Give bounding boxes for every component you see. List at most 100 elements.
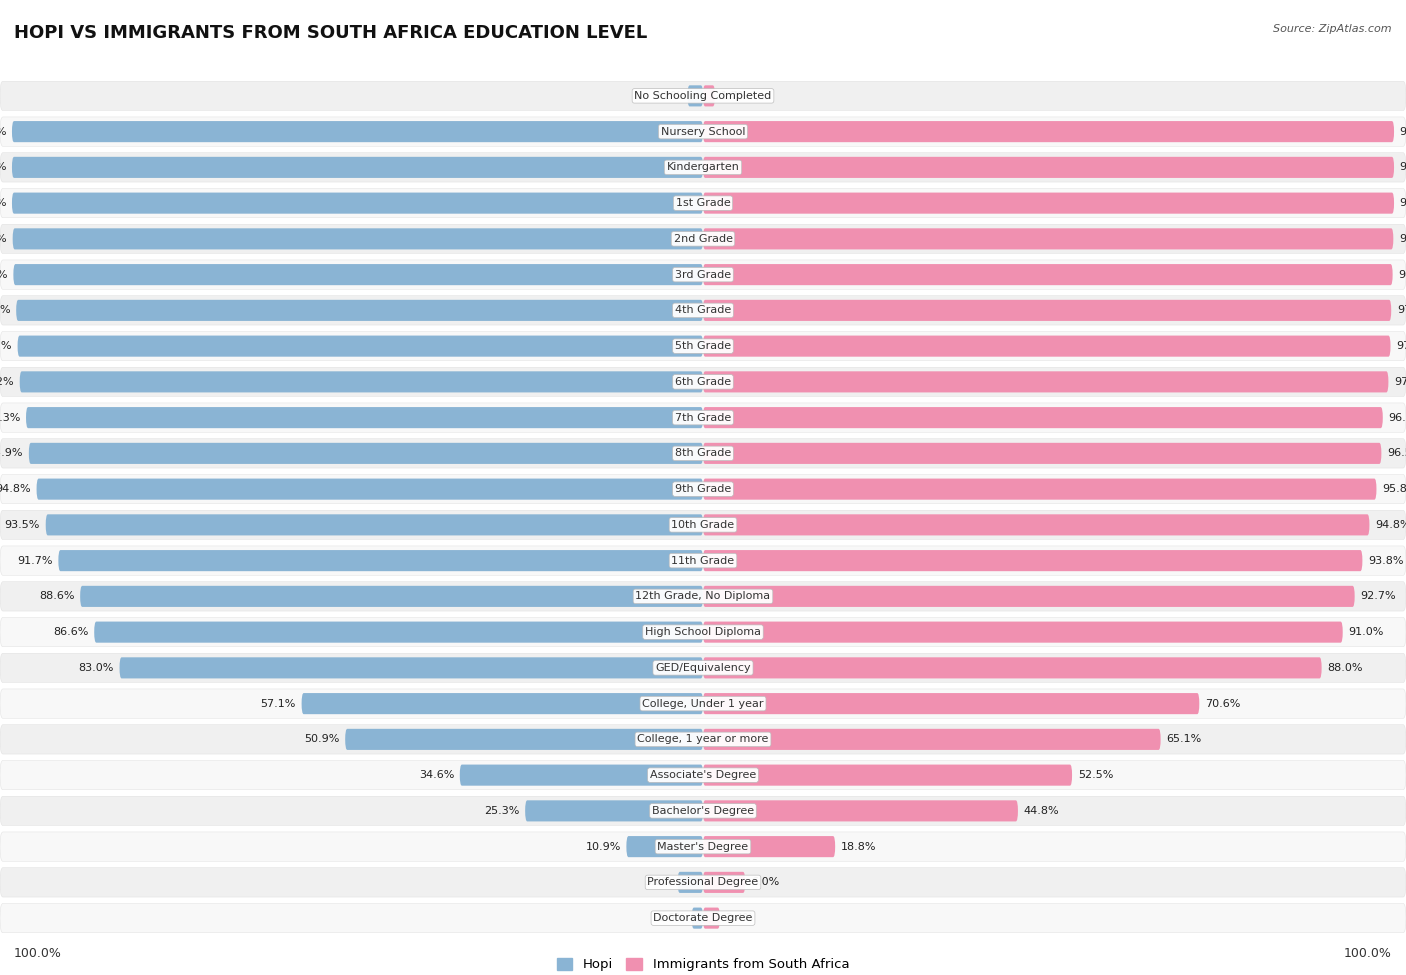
Text: 98.3%: 98.3% — [0, 163, 6, 173]
Text: Source: ZipAtlas.com: Source: ZipAtlas.com — [1274, 24, 1392, 34]
FancyBboxPatch shape — [0, 332, 1406, 361]
FancyBboxPatch shape — [0, 510, 1406, 539]
Text: 100.0%: 100.0% — [14, 948, 62, 960]
FancyBboxPatch shape — [703, 300, 1392, 321]
Text: HOPI VS IMMIGRANTS FROM SOUTH AFRICA EDUCATION LEVEL: HOPI VS IMMIGRANTS FROM SOUTH AFRICA EDU… — [14, 24, 647, 42]
Text: Bachelor's Degree: Bachelor's Degree — [652, 806, 754, 816]
FancyBboxPatch shape — [0, 153, 1406, 182]
Text: 97.7%: 97.7% — [0, 305, 10, 315]
Text: 92.7%: 92.7% — [1361, 592, 1396, 602]
FancyBboxPatch shape — [688, 86, 703, 106]
FancyBboxPatch shape — [120, 657, 703, 679]
Text: 1.7%: 1.7% — [721, 91, 749, 100]
Text: 98.3%: 98.3% — [1400, 163, 1406, 173]
Text: Master's Degree: Master's Degree — [658, 841, 748, 851]
Text: 2nd Grade: 2nd Grade — [673, 234, 733, 244]
Text: 98.2%: 98.2% — [1399, 234, 1406, 244]
Text: 96.3%: 96.3% — [0, 412, 21, 422]
Text: Nursery School: Nursery School — [661, 127, 745, 136]
FancyBboxPatch shape — [0, 188, 1406, 217]
Text: Doctorate Degree: Doctorate Degree — [654, 914, 752, 923]
FancyBboxPatch shape — [37, 479, 703, 499]
FancyBboxPatch shape — [703, 121, 1395, 142]
FancyBboxPatch shape — [460, 764, 703, 786]
FancyBboxPatch shape — [0, 295, 1406, 325]
Legend: Hopi, Immigrants from South Africa: Hopi, Immigrants from South Africa — [551, 953, 855, 975]
FancyBboxPatch shape — [0, 403, 1406, 432]
Text: 95.9%: 95.9% — [0, 448, 22, 458]
Text: Kindergarten: Kindergarten — [666, 163, 740, 173]
Text: High School Diploma: High School Diploma — [645, 627, 761, 637]
Text: 97.9%: 97.9% — [1396, 305, 1406, 315]
Text: 50.9%: 50.9% — [304, 734, 340, 744]
Text: 70.6%: 70.6% — [1205, 699, 1240, 709]
FancyBboxPatch shape — [526, 800, 703, 821]
FancyBboxPatch shape — [301, 693, 703, 714]
Text: 3.6%: 3.6% — [644, 878, 672, 887]
FancyBboxPatch shape — [0, 117, 1406, 146]
Text: 94.8%: 94.8% — [1375, 520, 1406, 529]
Text: 94.8%: 94.8% — [0, 485, 31, 494]
Text: Professional Degree: Professional Degree — [647, 878, 759, 887]
Text: 86.6%: 86.6% — [53, 627, 89, 637]
Text: 93.8%: 93.8% — [1368, 556, 1403, 566]
Text: 98.1%: 98.1% — [0, 270, 8, 280]
Text: 98.2%: 98.2% — [0, 234, 7, 244]
Text: 10.9%: 10.9% — [585, 841, 621, 851]
FancyBboxPatch shape — [703, 764, 1073, 786]
FancyBboxPatch shape — [703, 800, 1018, 821]
FancyBboxPatch shape — [0, 475, 1406, 504]
Text: 91.0%: 91.0% — [1348, 627, 1384, 637]
FancyBboxPatch shape — [703, 371, 1389, 392]
Text: 7th Grade: 7th Grade — [675, 412, 731, 422]
Text: 95.8%: 95.8% — [1382, 485, 1406, 494]
FancyBboxPatch shape — [627, 837, 703, 857]
Text: 25.3%: 25.3% — [484, 806, 520, 816]
FancyBboxPatch shape — [703, 515, 1369, 535]
Text: 83.0%: 83.0% — [79, 663, 114, 673]
Text: Associate's Degree: Associate's Degree — [650, 770, 756, 780]
FancyBboxPatch shape — [94, 622, 703, 643]
FancyBboxPatch shape — [703, 86, 716, 106]
Text: 96.5%: 96.5% — [1386, 448, 1406, 458]
Text: No Schooling Completed: No Schooling Completed — [634, 91, 772, 100]
Text: 100.0%: 100.0% — [1344, 948, 1392, 960]
FancyBboxPatch shape — [0, 260, 1406, 290]
FancyBboxPatch shape — [703, 193, 1395, 214]
Text: GED/Equivalency: GED/Equivalency — [655, 663, 751, 673]
FancyBboxPatch shape — [703, 550, 1362, 571]
Text: 8th Grade: 8th Grade — [675, 448, 731, 458]
Text: 97.2%: 97.2% — [0, 377, 14, 387]
Text: 98.3%: 98.3% — [0, 127, 6, 136]
FancyBboxPatch shape — [703, 693, 1199, 714]
Text: 44.8%: 44.8% — [1024, 806, 1059, 816]
FancyBboxPatch shape — [0, 832, 1406, 861]
Text: 34.6%: 34.6% — [419, 770, 454, 780]
FancyBboxPatch shape — [703, 622, 1343, 643]
FancyBboxPatch shape — [0, 224, 1406, 254]
FancyBboxPatch shape — [703, 408, 1384, 428]
Text: 97.8%: 97.8% — [1396, 341, 1406, 351]
FancyBboxPatch shape — [0, 368, 1406, 397]
FancyBboxPatch shape — [692, 908, 703, 928]
Text: College, Under 1 year: College, Under 1 year — [643, 699, 763, 709]
FancyBboxPatch shape — [25, 408, 703, 428]
Text: 2.2%: 2.2% — [654, 91, 682, 100]
FancyBboxPatch shape — [346, 729, 703, 750]
FancyBboxPatch shape — [703, 657, 1322, 679]
Text: 96.7%: 96.7% — [1389, 412, 1406, 422]
FancyBboxPatch shape — [13, 228, 703, 250]
Text: College, 1 year or more: College, 1 year or more — [637, 734, 769, 744]
FancyBboxPatch shape — [20, 371, 703, 392]
FancyBboxPatch shape — [0, 653, 1406, 682]
FancyBboxPatch shape — [0, 617, 1406, 646]
FancyBboxPatch shape — [13, 157, 703, 177]
FancyBboxPatch shape — [703, 729, 1161, 750]
Text: 1.6%: 1.6% — [658, 914, 686, 923]
Text: 5th Grade: 5th Grade — [675, 341, 731, 351]
FancyBboxPatch shape — [703, 264, 1392, 285]
FancyBboxPatch shape — [45, 515, 703, 535]
Text: 98.3%: 98.3% — [0, 198, 6, 208]
Text: 4th Grade: 4th Grade — [675, 305, 731, 315]
FancyBboxPatch shape — [17, 335, 703, 357]
